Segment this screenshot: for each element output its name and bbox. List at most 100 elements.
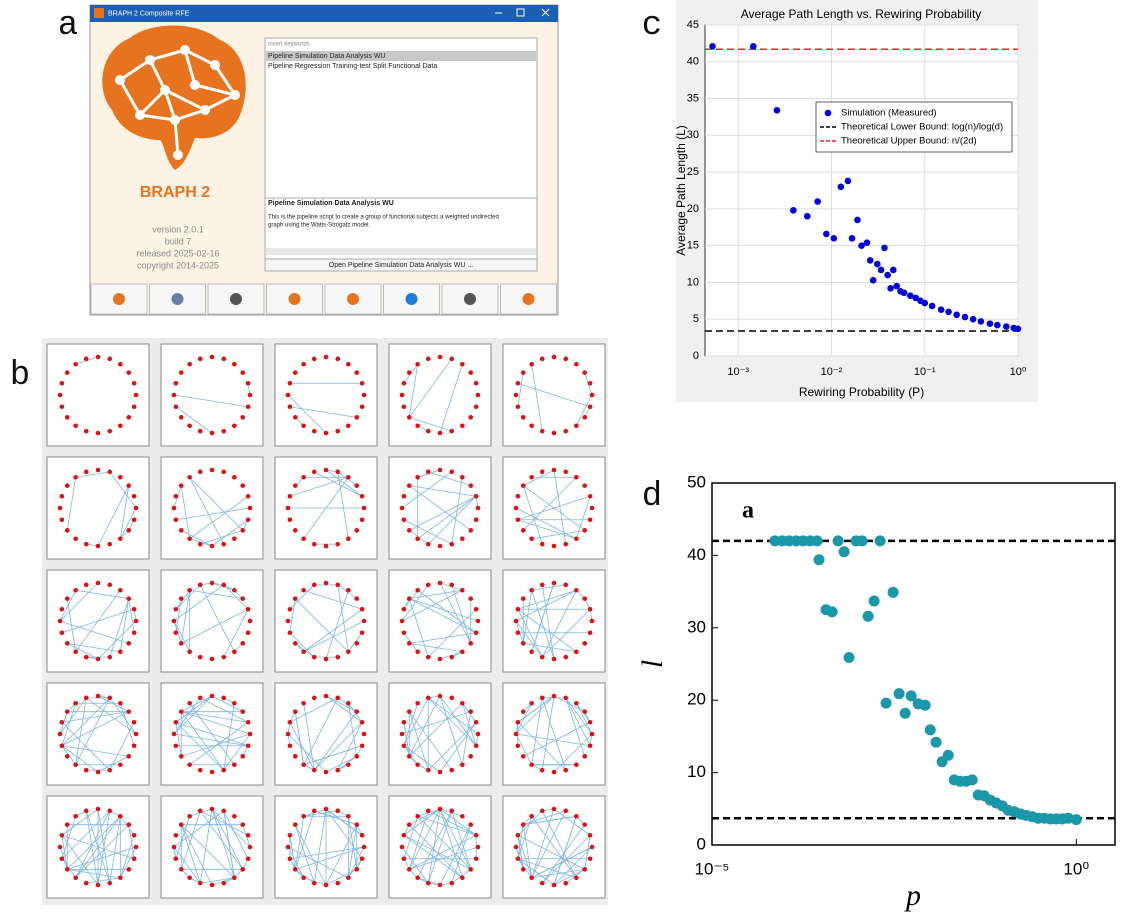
network-cell bbox=[502, 569, 606, 673]
network-node bbox=[346, 474, 351, 480]
network-edge bbox=[66, 598, 77, 652]
network-node bbox=[361, 844, 367, 850]
data-point bbox=[942, 749, 954, 761]
network-node bbox=[323, 769, 329, 775]
y-tick-label: 30 bbox=[687, 129, 699, 141]
network-edge bbox=[173, 584, 224, 622]
network-edge bbox=[409, 485, 471, 531]
network-edge bbox=[109, 471, 137, 509]
network-edge bbox=[109, 722, 135, 771]
network-edge bbox=[523, 642, 577, 653]
network-edge bbox=[289, 406, 357, 418]
network-edge bbox=[417, 810, 453, 878]
network-node bbox=[563, 428, 569, 434]
network-edge bbox=[289, 476, 349, 497]
network-node bbox=[292, 641, 298, 646]
network-edge bbox=[294, 810, 315, 870]
network-node bbox=[178, 528, 184, 533]
open-button[interactable] bbox=[264, 258, 538, 272]
network-edge bbox=[180, 590, 191, 644]
network-edge bbox=[200, 810, 249, 836]
data-point bbox=[854, 216, 861, 224]
network-node bbox=[361, 618, 367, 624]
network-node bbox=[83, 695, 89, 701]
network-node bbox=[64, 483, 70, 488]
network-edge bbox=[75, 697, 87, 765]
network-node bbox=[589, 731, 595, 737]
network-node bbox=[240, 370, 246, 375]
network-edge bbox=[439, 364, 463, 434]
data-point bbox=[790, 207, 797, 214]
network-node bbox=[59, 380, 65, 386]
network-edge bbox=[428, 471, 471, 487]
network-node bbox=[285, 844, 291, 850]
network-node bbox=[354, 596, 360, 601]
network-edge bbox=[61, 711, 129, 747]
network-node bbox=[563, 654, 569, 660]
network-node bbox=[323, 693, 329, 699]
network-node bbox=[437, 693, 443, 699]
network-edge bbox=[289, 835, 296, 870]
search-box[interactable]: insert keywords bbox=[268, 42, 310, 48]
network-node bbox=[406, 370, 412, 375]
network-node bbox=[587, 719, 593, 725]
network-edge bbox=[119, 507, 137, 539]
pipeline-item[interactable]: Pipeline Simulation Data Analysis WU bbox=[268, 53, 386, 60]
network-edge bbox=[347, 703, 358, 757]
network-node bbox=[468, 483, 474, 488]
network-node bbox=[311, 428, 317, 434]
network-node bbox=[582, 754, 588, 759]
network-edge bbox=[180, 824, 201, 884]
network-node bbox=[359, 743, 365, 749]
toolbar-button[interactable] bbox=[500, 283, 557, 315]
close-button[interactable] bbox=[541, 8, 550, 17]
network-node bbox=[563, 695, 569, 701]
network-edge bbox=[417, 815, 477, 836]
open-button-label[interactable]: Open Pipeline Simulation Data Analysis W… bbox=[329, 262, 473, 269]
network-edge bbox=[223, 810, 249, 859]
data-point bbox=[921, 299, 929, 307]
network-node bbox=[285, 731, 291, 737]
network-node bbox=[513, 505, 519, 511]
title-bar bbox=[90, 5, 558, 22]
scrollbar[interactable] bbox=[266, 248, 536, 255]
network-node bbox=[107, 356, 113, 362]
network-node bbox=[335, 582, 341, 588]
network-edge bbox=[403, 808, 441, 836]
network-edge bbox=[67, 642, 121, 653]
network-node bbox=[292, 415, 298, 420]
data-point bbox=[823, 230, 830, 238]
network-node bbox=[406, 822, 412, 827]
network-node bbox=[107, 428, 113, 434]
network-node bbox=[574, 587, 579, 593]
network-edge bbox=[173, 733, 249, 747]
network-edge bbox=[173, 810, 224, 848]
network-edge bbox=[175, 507, 251, 521]
maximize-button[interactable] bbox=[516, 8, 525, 17]
network-node bbox=[59, 493, 65, 499]
network-node bbox=[449, 469, 455, 475]
network-edge bbox=[515, 589, 577, 622]
network-node bbox=[475, 392, 481, 398]
network-node bbox=[587, 493, 593, 499]
network-edge bbox=[175, 721, 225, 771]
data-point bbox=[843, 651, 855, 663]
network-node bbox=[468, 754, 474, 759]
network-node bbox=[515, 630, 521, 636]
network-edge bbox=[541, 697, 567, 771]
network-edge bbox=[409, 808, 441, 826]
network-node bbox=[73, 875, 78, 881]
network-node bbox=[83, 541, 89, 547]
network-edge bbox=[565, 697, 591, 746]
network-node bbox=[587, 606, 593, 612]
network-node bbox=[73, 361, 78, 367]
network-node bbox=[131, 630, 137, 636]
network-node bbox=[415, 649, 420, 655]
network-node bbox=[292, 528, 298, 533]
network-node bbox=[539, 582, 545, 588]
pipeline-item[interactable]: Pipeline Regression Training-test Split … bbox=[268, 63, 437, 70]
network-edge bbox=[86, 877, 121, 884]
network-node bbox=[425, 356, 431, 362]
network-node bbox=[539, 767, 545, 773]
toolbar-button[interactable] bbox=[324, 283, 382, 315]
